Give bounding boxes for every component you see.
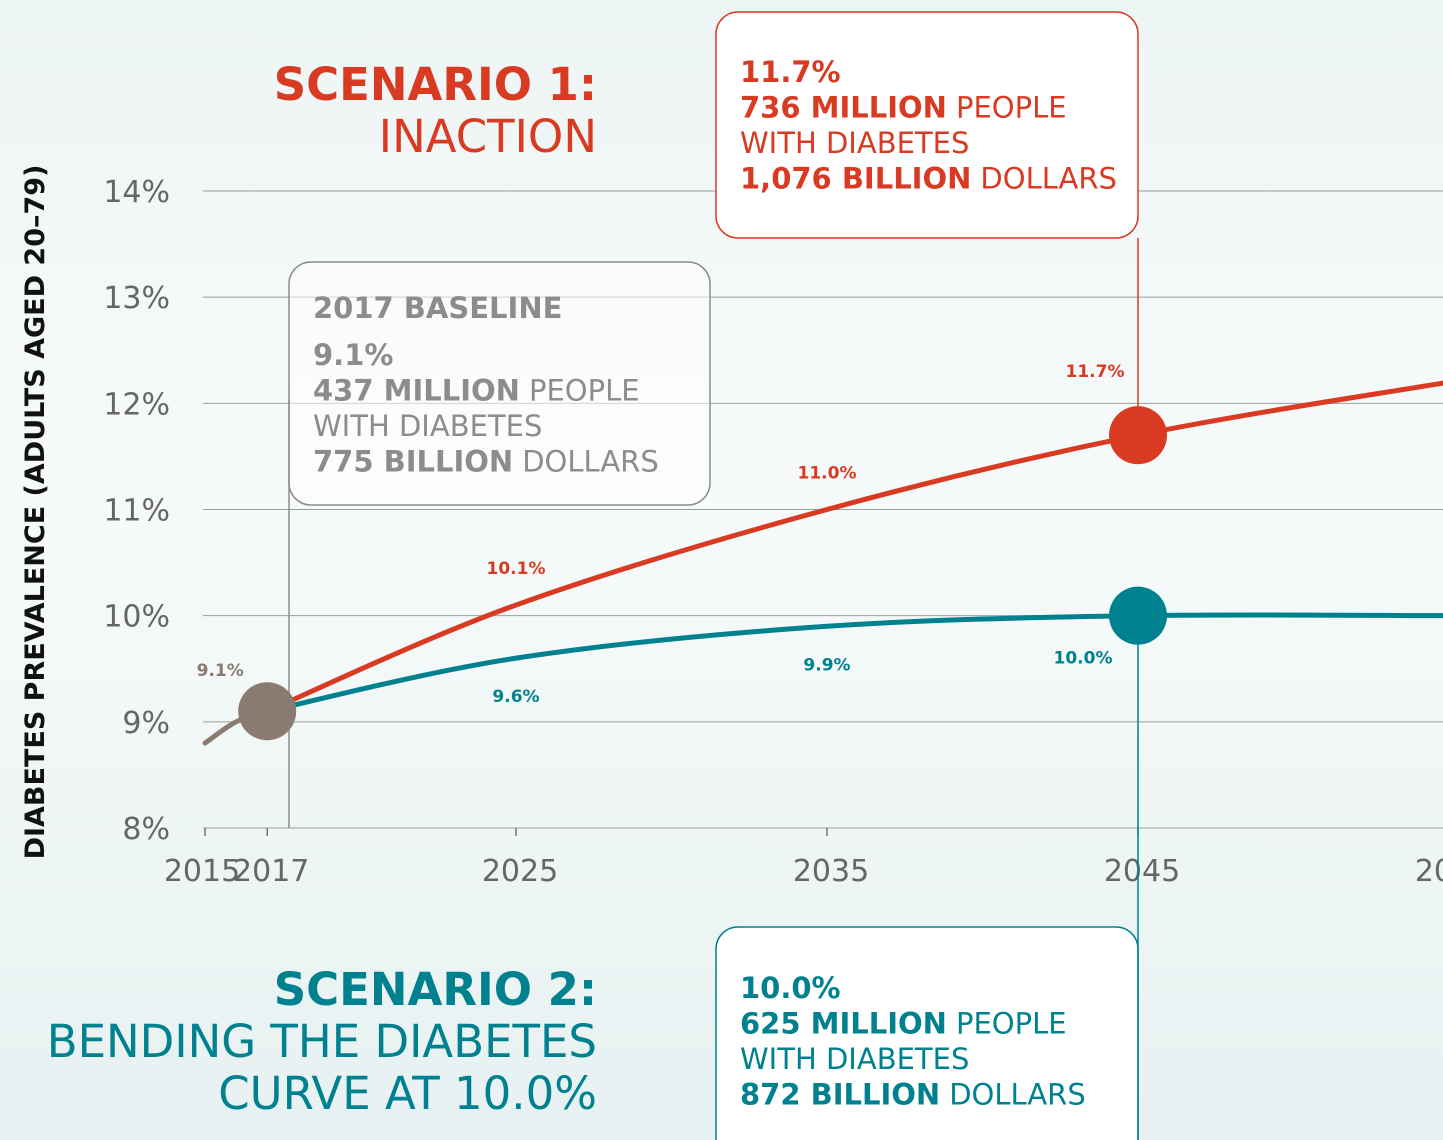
callout-text: DOLLARS bbox=[949, 1078, 1086, 1112]
y-tick-label: 11% bbox=[103, 494, 170, 529]
x-tick-label: 2045 bbox=[1104, 854, 1180, 889]
data-label: 11.7% bbox=[1066, 362, 1125, 382]
callout-line: 775 BILLION DOLLARS bbox=[313, 445, 659, 479]
callout-strong: 736 MILLION bbox=[740, 91, 947, 125]
data-label: 9.9% bbox=[803, 655, 850, 675]
callout-box bbox=[716, 12, 1138, 238]
y-tick-label: 14% bbox=[103, 175, 170, 210]
callout-line: 736 MILLION PEOPLE bbox=[740, 91, 1067, 125]
callout-line: 625 MILLION PEOPLE bbox=[740, 1007, 1067, 1041]
series-line bbox=[267, 615, 1443, 711]
y-axis-title: DIABETES PREVALENCE (ADULTS AGED 20–79) bbox=[20, 165, 51, 860]
page: {"chart_data": { "type": "line", "y_labe… bbox=[0, 0, 1443, 1140]
callout-line: 9.1% bbox=[313, 338, 393, 372]
callout-text: WITH DIABETES bbox=[313, 409, 542, 443]
x-tick-label: 2015 bbox=[164, 854, 240, 889]
point-marker bbox=[238, 682, 296, 740]
data-label: 11.0% bbox=[798, 464, 857, 484]
y-tick-label: 12% bbox=[103, 387, 170, 422]
callout-strong: 10.0% bbox=[740, 971, 841, 1005]
callout-strong: 872 BILLION bbox=[740, 1078, 940, 1112]
data-label: 10.0% bbox=[1054, 649, 1113, 669]
scenario-heading: SCENARIO 1: bbox=[274, 58, 597, 111]
scenario-line: CURVE AT 10.0% bbox=[218, 1067, 597, 1120]
y-tick-label: 9% bbox=[122, 706, 170, 741]
x-tick-label: 2055 bbox=[1415, 854, 1443, 889]
scenario-line: INACTION bbox=[379, 110, 597, 163]
x-tick-label: 2017 bbox=[233, 854, 309, 889]
callout-text: PEOPLE bbox=[956, 1007, 1067, 1041]
callout-line: 10.0% bbox=[740, 971, 841, 1005]
callout-title: 2017 BASELINE bbox=[313, 291, 562, 325]
data-label: 9.1% bbox=[197, 661, 244, 681]
callout-text: WITH DIABETES bbox=[740, 1042, 969, 1076]
callout-line: WITH DIABETES bbox=[740, 1042, 969, 1076]
x-tick-label: 2025 bbox=[482, 854, 558, 889]
callout-text: DOLLARS bbox=[980, 162, 1117, 196]
callout-text: PEOPLE bbox=[956, 91, 1067, 125]
point-marker bbox=[1109, 587, 1167, 645]
callout-line: 11.7% bbox=[740, 55, 841, 89]
y-tick-label: 8% bbox=[122, 812, 170, 847]
chart: DIABETES PREVALENCE (ADULTS AGED 20–79) … bbox=[0, 0, 1443, 1140]
callout-line: 437 MILLION PEOPLE bbox=[313, 374, 640, 408]
callout-line: WITH DIABETES bbox=[313, 409, 542, 443]
x-tick-label: 2035 bbox=[793, 854, 869, 889]
callout-text: PEOPLE bbox=[529, 374, 640, 408]
callout-strong: 9.1% bbox=[313, 338, 393, 372]
callout-line: 872 BILLION DOLLARS bbox=[740, 1078, 1086, 1112]
callout-strong: 11.7% bbox=[740, 55, 841, 89]
callout-strong: 625 MILLION bbox=[740, 1007, 947, 1041]
y-tick-label: 13% bbox=[103, 281, 170, 316]
y-tick-label: 10% bbox=[103, 600, 170, 635]
point-marker bbox=[1109, 406, 1167, 464]
callout-strong: 1,076 BILLION bbox=[740, 162, 971, 196]
callout-strong: 775 BILLION bbox=[313, 445, 513, 479]
callout-line: WITH DIABETES bbox=[740, 126, 969, 160]
scenario-line: BENDING THE DIABETES bbox=[47, 1015, 597, 1068]
data-label: 9.6% bbox=[492, 687, 539, 707]
callout-text: DOLLARS bbox=[522, 445, 659, 479]
callout-line: 1,076 BILLION DOLLARS bbox=[740, 162, 1117, 196]
data-label: 10.1% bbox=[487, 559, 546, 579]
callout-text: WITH DIABETES bbox=[740, 126, 969, 160]
scenario-heading: SCENARIO 2: bbox=[274, 963, 597, 1016]
callout-strong: 437 MILLION bbox=[313, 374, 520, 408]
